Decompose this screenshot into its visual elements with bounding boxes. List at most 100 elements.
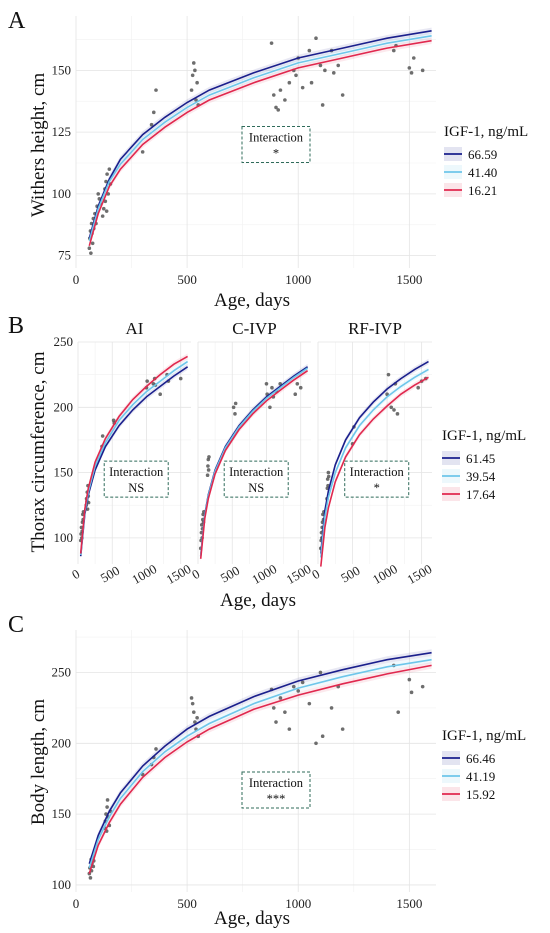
panel-letter-b: B	[8, 313, 24, 339]
panel-c-data-point	[340, 727, 345, 731]
panel-c-data-point	[300, 680, 305, 685]
panel-b-facet-1-series-line-17.64	[79, 355, 188, 554]
panel-a-data-point	[320, 103, 325, 107]
panel-a-data-point	[274, 105, 278, 110]
panel-a-data-point	[294, 73, 298, 78]
panel-b-facet-3-data-point	[386, 372, 391, 377]
panel-a-data-point	[193, 68, 197, 73]
panel-b-facet-3-annotation-significance: *	[374, 481, 380, 495]
panel-b-x-axis-title: Age, days	[220, 590, 296, 611]
panel-b-facet-3-series-line-17.64	[320, 376, 429, 567]
panel-b-facet-1-annotation-box	[103, 460, 169, 498]
panel-b-facet-2-data-point	[295, 381, 300, 386]
panel-b-facet-3-data-point	[326, 474, 331, 479]
panel-b-facet-1-annotation-significance: NS	[128, 481, 144, 495]
panel-a-data-point	[331, 71, 336, 75]
panel-c-y-axis-title: Body length, cm	[28, 699, 49, 825]
panel-a-data-point	[318, 63, 323, 68]
panel-letter-a: A	[8, 8, 26, 34]
panel-c-band-66.46	[89, 649, 432, 868]
panel-b-facet-2-data-point	[199, 523, 204, 527]
panel-b-legend-title: IGF-1, ng/mL	[442, 428, 526, 444]
panel-c-data-point	[296, 689, 301, 693]
panel-a-x-tick-label: 0	[73, 272, 80, 287]
panel-a-data-point	[151, 110, 156, 115]
panel-b-facet-2-data-point	[278, 381, 282, 386]
panel-b-facet-3-data-point	[389, 405, 394, 410]
panel-a-series-line-66.59	[88, 30, 432, 239]
panel-a-data-point	[189, 88, 194, 92]
panel-a-data-point	[300, 85, 305, 90]
panel-b-facet-1-x-tick-label: 0	[69, 566, 82, 582]
panel-b-facet-2-annotation-box	[223, 460, 289, 498]
panel-b-facet-1-y-tick-label: 100	[54, 530, 74, 545]
panel-b-legend: IGF-1, ng/mL 61.45 39.54 17.64	[442, 428, 526, 502]
panel-a-y-tick-label: 150	[52, 62, 72, 77]
panel-a-legend: IGF-1, ng/mL 66.59 41.40 16.21	[444, 124, 528, 198]
panel-b-facet-1-x-tick-label: 1000	[129, 561, 159, 587]
panel-a-x-tick-label: 500	[177, 272, 197, 287]
panel-c-data-point	[396, 710, 401, 714]
panel-a-x-tick-label: 1500	[396, 272, 422, 287]
panel-b-y-axis-title: Thorax circumference, cm	[28, 351, 49, 552]
panel-b-facet-2-annotation-label: Interaction	[229, 465, 284, 479]
panel-b-facet-3-x-tick-label: 500	[338, 563, 362, 586]
panel-c-data-point	[283, 710, 287, 714]
panel-c-data-point	[278, 696, 283, 700]
panel-b-facet-3-data-point	[326, 470, 331, 475]
panel-b-facet-2-x-tick-label: 0	[189, 566, 202, 582]
panel-c-annotation-significance: ***	[267, 792, 286, 806]
panel-c-y-tick-label: 100	[52, 877, 72, 892]
panel-a-data-point	[149, 122, 154, 127]
panel-a-legend-title: IGF-1, ng/mL	[444, 124, 528, 140]
panel-c-data-point	[154, 747, 158, 751]
panel-b-legend-label-61.45: 61.45	[466, 451, 495, 466]
panel-a-data-point	[87, 246, 92, 251]
panel-b-facet-2-x-tick-label: 1000	[249, 561, 279, 587]
panel-c-series-line-15.92	[88, 664, 432, 874]
panel-a-data-point	[309, 80, 314, 85]
panel-b-facet-1-data-point	[158, 392, 162, 397]
panel-c-x-tick-label: 0	[73, 896, 80, 911]
panel-b-facet-2-data-point	[233, 401, 238, 406]
panel-c-legend: IGF-1, ng/mL 66.46 41.19 15.92	[442, 728, 526, 802]
panel-c-annotation-box	[241, 771, 311, 809]
panel-a-data-point	[107, 167, 112, 171]
panel-a-data-point	[391, 48, 396, 53]
panel-a-series-line-16.21	[88, 39, 432, 247]
panel-b-facet-1-y-tick-label: 200	[54, 399, 74, 414]
panel-c-data-point	[105, 805, 109, 809]
panel-a-data-point	[307, 48, 312, 53]
panel-b-facet-3-series-line-61.45	[320, 360, 429, 554]
panel-c-plot-area: 100 150 200 250 0 500 1000 1500 Interaction ***	[52, 630, 436, 911]
panel-c-data-point	[318, 670, 323, 675]
panel-a-data-point	[340, 93, 345, 97]
panel-b-facet-1-data-point	[145, 379, 149, 383]
panel-c-x-axis-title: Age, days	[214, 908, 290, 929]
panel-c-data-point	[420, 684, 425, 689]
panel-a-y-tick-label: 125	[52, 124, 72, 139]
panel-a-data-point	[283, 98, 287, 102]
panel-a-data-point	[287, 80, 292, 85]
panel-a-x-tick-label: 1000	[285, 272, 311, 287]
panel-c-y-tick-label: 250	[52, 664, 72, 679]
panel-c-data-point	[195, 716, 199, 720]
panel-c-y-tick-label: 200	[52, 735, 72, 750]
panel-a-data-point	[101, 206, 106, 211]
panel-b-facet-1-y-tick-label: 250	[54, 334, 74, 349]
panel-b-facet-3-x-tick-label: 1500	[404, 561, 434, 587]
panel-b-facet-1-band-17.64	[80, 353, 188, 557]
panel-a-data-point	[278, 88, 283, 92]
panel-b-facet-3-x-tick-label: 1000	[370, 561, 400, 587]
panel-a-x-axis-title: Age, days	[214, 290, 290, 311]
panel-b-legend-label-39.54: 39.54	[466, 469, 496, 484]
panel-c-y-tick-label: 150	[52, 806, 72, 821]
panel-b-facet-3-x-tick-label: 0	[309, 566, 322, 582]
panel-b-facet-1-x-tick-label: 500	[98, 563, 122, 586]
panel-b-facet-2-data-point	[293, 392, 298, 397]
panel-c-data-point	[320, 734, 325, 739]
panel-b-legend-label-17.64: 17.64	[466, 487, 496, 502]
panel-a-y-tick-label: 100	[52, 186, 72, 201]
